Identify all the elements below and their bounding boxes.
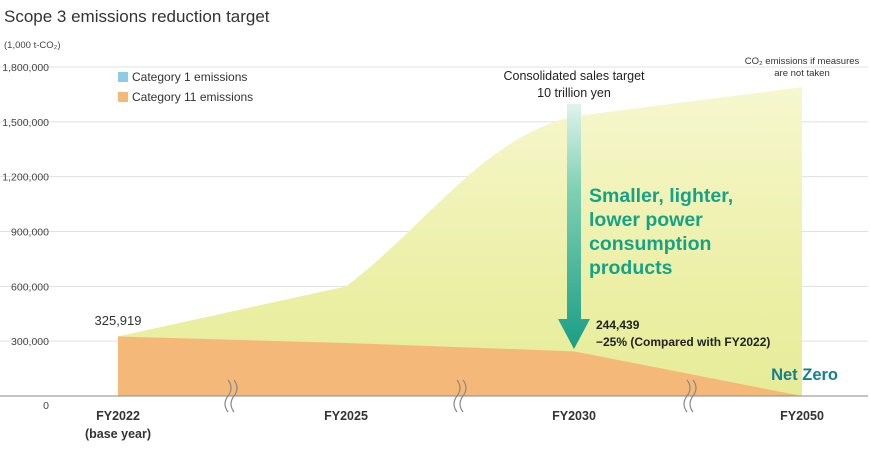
legend-swatch [118,92,128,102]
reduction-arrow [558,104,590,349]
legend-label: Category 11 emissions [132,90,253,104]
fy2030-value-label: 244,439 [596,318,640,332]
x-tick-label: FY2030 [552,409,596,423]
axis-break-mark [689,379,697,413]
y-tick-label: 300,000 [11,336,49,348]
measure-label: lower power [589,209,703,231]
y-tick-label: 1,500,000 [2,117,49,129]
bau-label: CO₂ emissions if measures [745,56,860,67]
unit-label: (1,000 t-CO₂) [4,40,60,51]
y-tick-label: 600,000 [11,281,49,293]
x-tick-label: FY2050 [780,409,824,423]
sales-target-label: 10 trillion yen [537,86,611,100]
measure-label: products [589,257,673,279]
x-tick-sublabel: (base year) [85,427,151,441]
net-zero-label: Net Zero [771,366,838,384]
fy2030-reduction-label: −25% (Compared with FY2022) [596,335,770,349]
x-tick-label: FY2025 [324,409,368,423]
axis-break-mark [459,379,467,413]
measure-label: consumption [589,233,711,255]
bau-label: are not taken [774,68,829,79]
chart-title: Scope 3 emissions reduction target [4,7,270,26]
y-tick-label: 1,800,000 [2,62,49,74]
bau-area [118,87,802,396]
category11-area [118,336,802,396]
axis-break-mark [453,379,461,413]
legend-swatch [118,72,128,82]
y-tick-label: 0 [43,400,49,412]
axis-break-mark [683,379,691,413]
x-tick-label: FY2022 [96,409,140,423]
base-value-label: 325,919 [95,313,142,328]
axis-break-mark [230,379,238,413]
measure-label: Smaller, lighter, [589,185,733,207]
y-tick-label: 1,200,000 [2,172,49,184]
legend-label: Category 1 emissions [132,70,247,84]
sales-target-label: Consolidated sales target [503,69,645,83]
y-tick-label: 900,000 [11,227,49,239]
axis-break-mark [224,379,232,413]
